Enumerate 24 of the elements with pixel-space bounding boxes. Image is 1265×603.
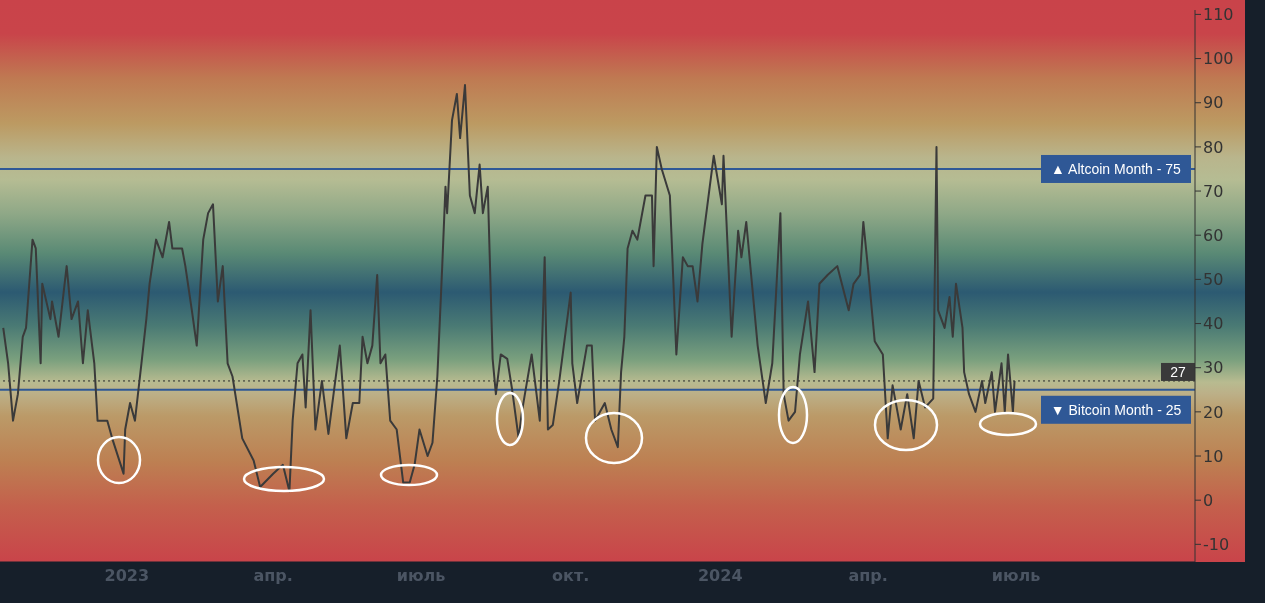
y-tick-label: 70 [1203,181,1224,201]
y-tick-label: 80 [1203,137,1224,157]
x-tick-label: апр. [253,566,293,586]
y-tick-label: 110 [1203,5,1234,25]
x-tick-label: 2024 [697,566,743,586]
x-tick-label: окт. [552,566,590,586]
x-tick-label: июль [991,566,1041,586]
y-tick-label: 30 [1203,358,1224,378]
y-tick-label: 50 [1203,270,1224,290]
y-tick-label: 40 [1203,314,1224,334]
ref-line-label: ▲ Altcoin Month - 75 [1051,161,1182,178]
y-tick-label: 10 [1203,446,1224,466]
y-tick-label: 90 [1203,93,1224,113]
x-tick-label: апр. [848,566,888,586]
y-tick-label: 100 [1203,49,1234,69]
x-tick-label: 2023 [104,566,150,586]
ref-line-label: 27 [1170,363,1186,380]
y-tick-label: 60 [1203,225,1224,245]
y-tick-label: -10 [1203,535,1230,555]
ref-line-label: ▼ Bitcoin Month - 25 [1050,402,1182,419]
y-tick-label: 20 [1203,402,1224,422]
line-series [2,84,1016,493]
y-tick-label: 0 [1203,490,1214,510]
x-tick-label: июль [396,566,446,586]
